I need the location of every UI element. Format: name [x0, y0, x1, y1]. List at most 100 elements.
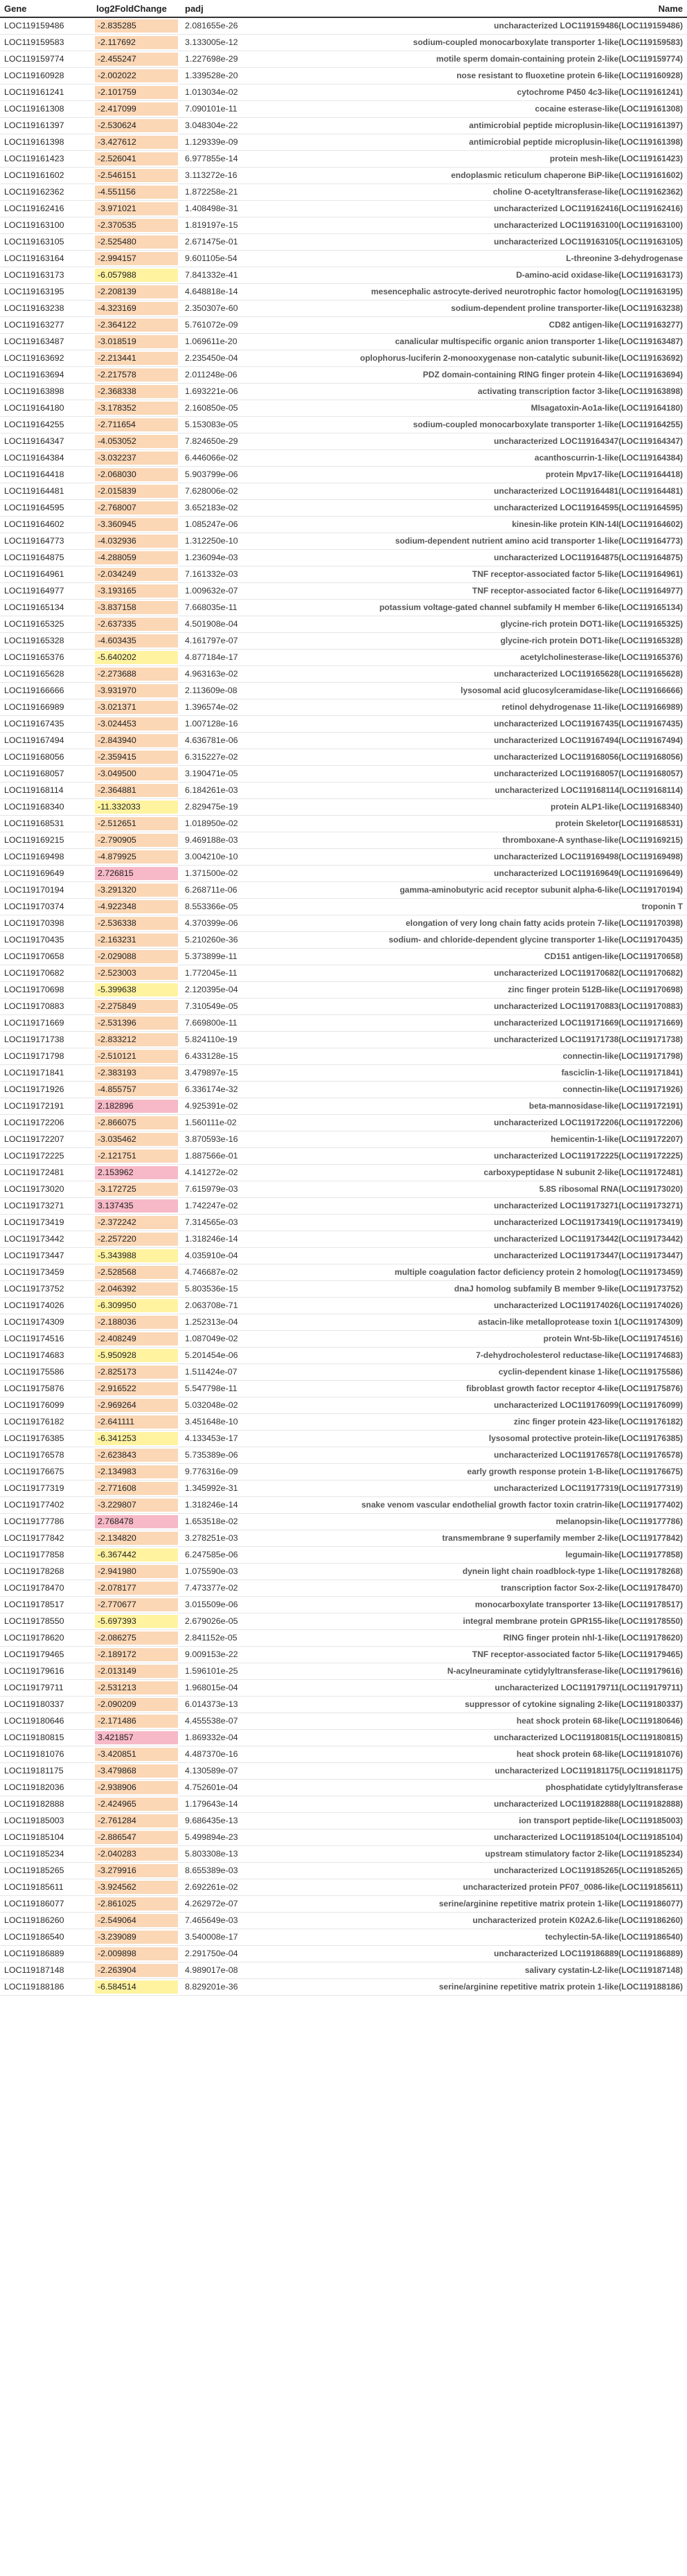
name-cell: elongation of very long chain fatty acid…: [264, 915, 687, 932]
name-cell: uncharacterized LOC119179711(LOC11917971…: [264, 1679, 687, 1697]
table-row: LOC119177319 -2.771608 1.345992e-31 unchara…: [0, 1480, 687, 1497]
table-row: LOC119163164 -2.994157 9.601105e-54 L-threo…: [0, 250, 687, 267]
padj-cell: 4.161797e-07: [181, 632, 264, 650]
name-cell: upstream stimulatory factor 2-like(LOC11…: [264, 1845, 687, 1863]
padj-cell: 2.063708e-71: [181, 1297, 264, 1314]
log2foldchange-value: -6.309950: [95, 1299, 178, 1312]
log2foldchange-value: -2.275849: [95, 1000, 178, 1013]
padj-cell: 1.772045e-11: [181, 965, 264, 982]
table-row: LOC119164255 -2.711654 5.153083e-05 sodium-…: [0, 416, 687, 433]
table-row: LOC119172481 2.153962 4.141272e-02 carboxyp…: [0, 1164, 687, 1181]
name-cell: uncharacterized LOC119165628(LOC11916562…: [264, 665, 687, 683]
table-row: LOC119168057 -3.049500 3.190471e-05 unchara…: [0, 765, 687, 782]
padj-cell: 2.841152e-05: [181, 1629, 264, 1647]
table-row: LOC119163195 -2.208139 4.648818e-14 mesence…: [0, 283, 687, 301]
padj-cell: 5.803308e-13: [181, 1845, 264, 1863]
log2foldchange-value: -3.924562: [95, 1881, 178, 1894]
name-cell: uncharacterized LOC119171738(LOC11917173…: [264, 1031, 687, 1048]
table-row: LOC119164875 -4.288059 1.236094e-03 unchara…: [0, 549, 687, 566]
padj-cell: 7.473377e-02: [181, 1580, 264, 1597]
table-row: LOC119169649 2.726815 1.371500e-02 uncharac…: [0, 865, 687, 882]
log2foldchange-cell: -2.528568: [92, 1264, 181, 1281]
header-name[interactable]: Name: [264, 0, 687, 18]
padj-cell: 1.339528e-20: [181, 67, 264, 84]
log2foldchange-value: -3.032237: [95, 451, 178, 465]
log2foldchange-cell: -2.359415: [92, 749, 181, 766]
log2foldchange-value: -2.835285: [95, 19, 178, 33]
gene-cell: LOC119161602: [0, 167, 92, 184]
name-cell: uncharacterized LOC119181175(LOC11918117…: [264, 1762, 687, 1780]
log2foldchange-cell: -3.479868: [92, 1762, 181, 1780]
padj-cell: 1.408498e-31: [181, 200, 264, 217]
log2foldchange-value: -2.370535: [95, 219, 178, 232]
padj-cell: 4.989017e-08: [181, 1962, 264, 1979]
gene-cell: LOC119163164: [0, 250, 92, 267]
gene-cell: LOC119161398: [0, 134, 92, 151]
table-row: LOC119161602 -2.546151 3.113272e-16 endopla…: [0, 167, 687, 184]
name-cell: potassium voltage-gated channel subfamil…: [264, 599, 687, 616]
log2foldchange-cell: -2.455247: [92, 51, 181, 68]
log2foldchange-cell: -3.018519: [92, 333, 181, 350]
log2foldchange-value: -2.861025: [95, 1897, 178, 1911]
padj-cell: 7.314565e-03: [181, 1214, 264, 1231]
name-cell: uncharacterized LOC119164875(LOC11916487…: [264, 549, 687, 566]
log2foldchange-cell: -3.049500: [92, 765, 181, 782]
log2foldchange-cell: -2.171486: [92, 1712, 181, 1730]
log2foldchange-value: -2.002022: [95, 69, 178, 82]
table-row: LOC119170194 -3.291320 6.268711e-06 gamma-a…: [0, 882, 687, 899]
log2foldchange-value: -2.761284: [95, 1814, 178, 1827]
table-row: LOC119176578 -2.623843 5.735389e-06 unchara…: [0, 1447, 687, 1464]
log2foldchange-cell: -2.383193: [92, 1064, 181, 1082]
header-padj[interactable]: padj: [181, 0, 264, 18]
log2foldchange-value: -2.117692: [95, 36, 178, 49]
log2foldchange-value: -3.360945: [95, 518, 178, 531]
log2foldchange-cell: -5.343988: [92, 1247, 181, 1264]
table-row: LOC119161241 -2.101759 1.013034e-02 cytochr…: [0, 84, 687, 101]
table-row: LOC119179465 -2.189172 9.009153e-22 TNF rec…: [0, 1646, 687, 1663]
padj-cell: 3.479897e-15: [181, 1064, 264, 1082]
name-cell: monocarboxylate transporter 13-like(LOC1…: [264, 1596, 687, 1613]
log2foldchange-value: -2.512651: [95, 817, 178, 830]
name-cell: activating transcription factor 3-like(L…: [264, 383, 687, 400]
log2foldchange-cell: -2.536338: [92, 915, 181, 932]
name-cell: fibroblast growth factor receptor 4-like…: [264, 1380, 687, 1397]
name-cell: protein mesh-like(LOC119161423): [264, 150, 687, 168]
log2foldchange-value: -2.790905: [95, 834, 178, 847]
header-gene[interactable]: Gene: [0, 0, 92, 18]
gene-cell: LOC119187148: [0, 1962, 92, 1979]
log2foldchange-value: -2.163231: [95, 933, 178, 947]
log2foldchange-value: -2.531213: [95, 1681, 178, 1694]
table-row: LOC119163105 -2.525480 2.671475e-01 unchara…: [0, 233, 687, 251]
padj-cell: 5.803536e-15: [181, 1280, 264, 1298]
name-cell: acetylcholinesterase-like(LOC119165376): [264, 649, 687, 666]
log2foldchange-cell: -2.941980: [92, 1563, 181, 1580]
log2foldchange-cell: -3.032237: [92, 449, 181, 467]
log2foldchange-cell: -3.924562: [92, 1879, 181, 1896]
log2foldchange-cell: -2.275849: [92, 998, 181, 1015]
log2foldchange-cell: -5.640202: [92, 649, 181, 666]
log2foldchange-value: -3.279916: [95, 1864, 178, 1877]
padj-cell: 1.596101e-25: [181, 1663, 264, 1680]
padj-cell: 7.310549e-05: [181, 998, 264, 1015]
log2foldchange-value: -2.040283: [95, 1848, 178, 1861]
padj-cell: 8.553366e-05: [181, 898, 264, 915]
log2foldchange-cell: -2.189172: [92, 1646, 181, 1663]
header-log2foldchange[interactable]: log2FoldChange: [92, 0, 181, 18]
padj-cell: 2.160850e-05: [181, 400, 264, 417]
padj-cell: 4.035910e-04: [181, 1247, 264, 1264]
gene-cell: LOC119181175: [0, 1762, 92, 1780]
name-cell: 7-dehydrocholesterol reductase-like(LOC1…: [264, 1347, 687, 1364]
table-row: LOC119178470 -2.078177 7.473377e-02 transcr…: [0, 1580, 687, 1597]
name-cell: legumain-like(LOC119177858): [264, 1546, 687, 1564]
gene-cell: LOC119164602: [0, 516, 92, 533]
table-row: LOC119167435 -3.024453 1.007128e-16 unchara…: [0, 715, 687, 733]
log2foldchange-value: -5.697393: [95, 1615, 178, 1628]
log2foldchange-value: -3.178352: [95, 402, 178, 415]
name-cell: N-acylneuraminate cytidylyltransferase-l…: [264, 1663, 687, 1680]
table-row: LOC119178620 -2.086275 2.841152e-05 RING fi…: [0, 1629, 687, 1647]
gene-cell: LOC119169649: [0, 865, 92, 882]
log2foldchange-cell: -2.833212: [92, 1031, 181, 1048]
log2foldchange-cell: -4.551156: [92, 184, 181, 201]
table-row: LOC119176099 -2.969264 5.032048e-02 unchara…: [0, 1397, 687, 1414]
padj-cell: 1.087049e-02: [181, 1330, 264, 1348]
